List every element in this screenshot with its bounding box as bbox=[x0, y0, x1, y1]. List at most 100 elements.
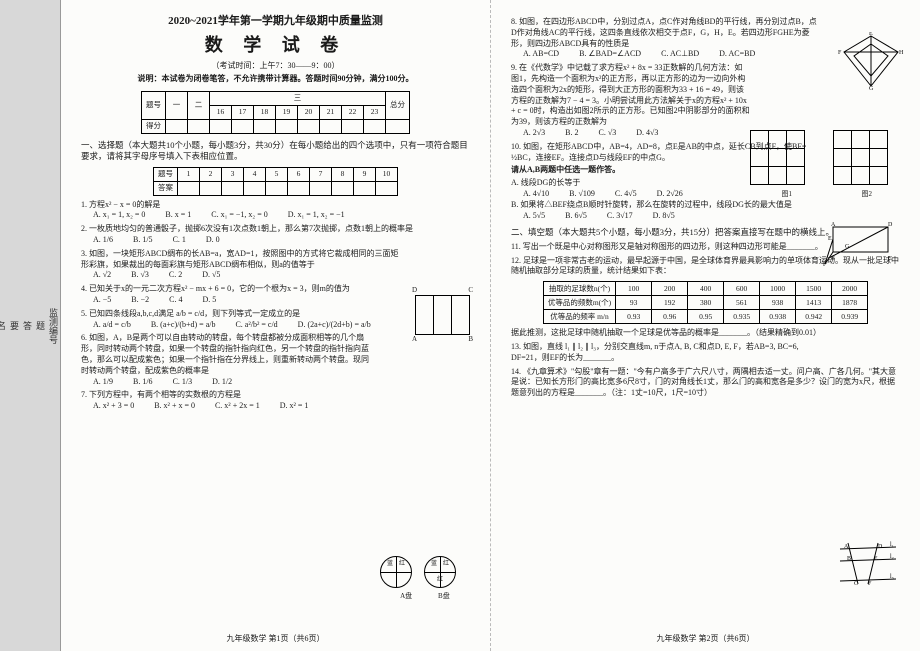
disk-label: A盘 bbox=[388, 592, 424, 601]
q14: 14. 《九章算术》"勾股"章有一题："今有户高多于广六尺八寸，两隅相去适一丈。… bbox=[511, 367, 900, 399]
q-subB: B. 如果将△BEF绕点B顺时针旋转，那么在旋转的过程中，线段DG长的最大值是 bbox=[511, 200, 810, 211]
svg-text:D: D bbox=[878, 544, 883, 550]
opt: A. 5√5 bbox=[523, 211, 545, 222]
opt: B. √109 bbox=[569, 189, 595, 200]
sidebar-label: 监测编号 bbox=[47, 308, 60, 344]
q2: 2. 一枚质地均匀的普通骰子，抛掷6次没有1次点数1朝上，那么第7次抛掷，点数1… bbox=[81, 224, 470, 246]
sidebar-label: 要 bbox=[8, 321, 21, 330]
q1: 1. 方程x² − x = 0的解是 A. x₁ = 1, x₂ = 0 B. … bbox=[81, 200, 470, 222]
q-text: 2. 一枚质地均匀的普通骰子，抛掷6次没有1次点数1朝上，那么第7次抛掷，点数1… bbox=[81, 224, 470, 235]
opt: C. √3 bbox=[599, 128, 617, 139]
opt: C. 4√5 bbox=[615, 189, 637, 200]
svg-text:B: B bbox=[847, 556, 851, 562]
opt: C. 1/3 bbox=[173, 377, 193, 388]
cell: 0.939 bbox=[832, 310, 868, 324]
exam-paper: 2020~2021学年第一学期九年级期中质量监测 数 学 试 卷 （考试时间：上… bbox=[60, 0, 920, 651]
cell: 21 bbox=[320, 105, 342, 119]
cell: 200 bbox=[652, 282, 688, 296]
cell: 1878 bbox=[832, 296, 868, 310]
cell: 1 bbox=[178, 167, 200, 181]
cell: 3 bbox=[222, 167, 244, 181]
opt: D. AC=BD bbox=[719, 49, 755, 60]
cell: 三 bbox=[210, 91, 386, 105]
opt: B. 6√5 bbox=[565, 211, 587, 222]
opt: C. 1 bbox=[173, 235, 186, 246]
q3: 3. 如图，一块矩形ABCD绸布的长AB=a，宽AD=1，按照图中的方式将它裁成… bbox=[81, 249, 470, 281]
opt: A. x² + 3 = 0 bbox=[93, 401, 134, 412]
svg-text:A: A bbox=[844, 544, 849, 550]
exam-title: 2020~2021学年第一学期九年级期中质量监测 bbox=[81, 14, 470, 29]
q10: 10. 如图，在矩形ABCD中，AB=4，AD=8，点E是AB的中点，延长CB到… bbox=[511, 142, 900, 222]
page-footer: 九年级数学 第2页（共6页） bbox=[491, 634, 920, 645]
q-text: 1. 方程x² − x = 0的解是 bbox=[81, 200, 470, 211]
cell: 192 bbox=[652, 296, 688, 310]
cell: 22 bbox=[342, 105, 364, 119]
svg-text:A: A bbox=[831, 222, 836, 228]
binding-sidebar: 监测编号 题 答 要 名 不 姓 内 线 封 级 密 班 校 学 bbox=[0, 0, 60, 651]
page-1: 2020~2021学年第一学期九年级期中质量监测 数 学 试 卷 （考试时间：上… bbox=[61, 0, 490, 651]
svg-text:l₂: l₂ bbox=[890, 554, 894, 560]
q-tail: 据此推测，这批足球中随机抽取一个足球是优等品的概率是_______。（结果精确到… bbox=[511, 328, 900, 339]
opt: B. x² + x = 0 bbox=[154, 401, 195, 412]
opt: A. 1/9 bbox=[93, 377, 113, 388]
cell: 4 bbox=[244, 167, 266, 181]
opt: A. √2 bbox=[93, 270, 111, 281]
opt: A. 1/6 bbox=[93, 235, 113, 246]
cell: 二 bbox=[188, 91, 210, 119]
cell: 7 bbox=[310, 167, 332, 181]
cell: 一 bbox=[166, 91, 188, 119]
cell: 答案 bbox=[154, 181, 178, 195]
cell: 1500 bbox=[796, 282, 832, 296]
cell: 600 bbox=[724, 282, 760, 296]
opt: A. AB=CD bbox=[523, 49, 559, 60]
exam-subject: 数 学 试 卷 bbox=[81, 33, 470, 57]
q-text: 5. 已知四条线段a,b,c,d满足 a/b = c/d，则下列等式一定成立的是 bbox=[81, 309, 470, 320]
svg-text:C: C bbox=[854, 581, 858, 586]
opt: A. 2√3 bbox=[523, 128, 545, 139]
disk-label: 红 bbox=[443, 560, 449, 568]
opt: B. 1/5 bbox=[133, 235, 153, 246]
q-text: 10. 如图，在矩形ABCD中，AB=4，AD=8，点E是AB的中点，延长CB到… bbox=[511, 142, 810, 164]
q13: 13. 如图，直线 l₁ ∥ l₂ ∥ l₃，分别交直线m, n于点A, B, … bbox=[511, 342, 900, 364]
disk-label: 蓝 bbox=[387, 560, 393, 568]
opt: D. √5 bbox=[202, 270, 220, 281]
cell: 0.942 bbox=[796, 310, 832, 324]
score-table: 题号 一 二 三 总分 16 17 18 19 20 21 22 23 得分 bbox=[141, 91, 410, 134]
svg-text:D: D bbox=[888, 222, 893, 228]
opt: B. (a+c)/(b+d) = a/b bbox=[151, 320, 216, 331]
cell: 1413 bbox=[796, 296, 832, 310]
disk-label: 红 bbox=[399, 560, 405, 568]
cell: 得分 bbox=[142, 119, 166, 133]
opt: C. AC⊥BD bbox=[661, 49, 699, 60]
cell: 17 bbox=[232, 105, 254, 119]
exam-time: （考试时间：上午7：30——9：00） bbox=[81, 61, 470, 72]
cell: 400 bbox=[688, 282, 724, 296]
cell: 0.95 bbox=[688, 310, 724, 324]
svg-text:E: E bbox=[869, 32, 873, 37]
answer-table: 题号 1 2 3 4 5 6 7 8 9 10 答案 bbox=[153, 167, 398, 196]
svg-text:H: H bbox=[899, 50, 904, 56]
opt: C. x₁ = −1, x₂ = 0 bbox=[211, 210, 267, 221]
cell: 0.93 bbox=[616, 310, 652, 324]
figure-q13: l₁ l₂ l₃ A D B E C F bbox=[838, 541, 898, 586]
q7: 7. 下列方程中，有两个相等的实数根的方程是 A. x² + 3 = 0 B. … bbox=[81, 390, 470, 412]
cell: 380 bbox=[688, 296, 724, 310]
q5: 5. 已知四条线段a,b,c,d满足 a/b = c/d，则下列等式一定成立的是… bbox=[81, 309, 470, 331]
cell: 0.96 bbox=[652, 310, 688, 324]
cell: 561 bbox=[724, 296, 760, 310]
q12: 12. 足球是一项非常古老的运动，最早起源于中国，是全球体育界最具影响力的单项体… bbox=[511, 256, 900, 339]
cell: 18 bbox=[254, 105, 276, 119]
svg-text:l₁: l₁ bbox=[890, 542, 894, 548]
disk-label: B盘 bbox=[426, 592, 462, 601]
cell: 6 bbox=[288, 167, 310, 181]
q-text: 3. 如图，一块矩形ABCD绸布的长AB=a，宽AD=1，按照图中的方式将它裁成… bbox=[81, 249, 400, 271]
q6: 6. 如图，A，B是两个可以自由转动的转盘，每个转盘都被分成面积相等的几个扇形，… bbox=[81, 333, 470, 387]
cell: 2000 bbox=[832, 282, 868, 296]
opt: D. x₁ = 1, x₂ = −1 bbox=[288, 210, 345, 221]
sidebar-label: 名 bbox=[0, 321, 8, 330]
q-text: 6. 如图，A，B是两个可以自由转动的转盘，每个转盘都被分成面积相等的几个扇形，… bbox=[81, 333, 370, 376]
q-text: 4. 已知关于x的一元二次方程x² − mx + 6 = 0，它的一个根为x =… bbox=[81, 284, 470, 295]
opt: D. (2a+c)/(2d+b) = a/b bbox=[298, 320, 371, 331]
opt: A. x₁ = 1, x₂ = 0 bbox=[93, 210, 145, 221]
cell: 2 bbox=[200, 167, 222, 181]
